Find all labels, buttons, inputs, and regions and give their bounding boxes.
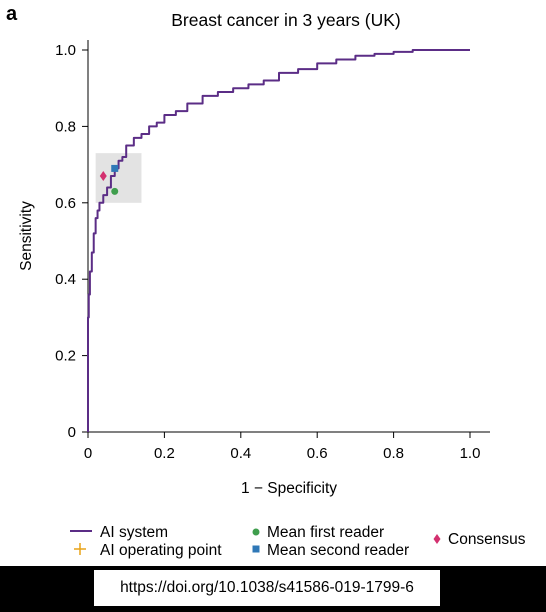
x-tick-label: 0.6 xyxy=(307,445,328,462)
legend-operating-point-label: AI operating point xyxy=(100,542,222,559)
x-tick-group: 0 0.2 0.4 0.6 0.8 1.0 xyxy=(84,432,481,462)
panel-label: a xyxy=(6,3,18,25)
y-tick-label: 0.8 xyxy=(55,118,76,135)
doi-link[interactable]: https://doi.org/10.1038/s41586-019-1799-… xyxy=(120,579,414,596)
legend-first-reader-label: Mean first reader xyxy=(267,524,384,541)
doi-box: https://doi.org/10.1038/s41586-019-1799-… xyxy=(94,570,440,607)
y-tick-label: 0.2 xyxy=(55,348,76,365)
y-tick-label: 0.4 xyxy=(55,271,76,288)
legend-consensus-label: Consensus xyxy=(448,531,526,548)
consensus-point xyxy=(99,171,107,182)
x-tick-label: 0 xyxy=(84,445,92,462)
legend-operating-point-plus-icon xyxy=(74,543,86,555)
reader-points xyxy=(99,164,119,195)
legend-ai-system-label: AI system xyxy=(100,524,168,541)
mean-second-reader-point xyxy=(111,164,119,172)
footer-bar: https://doi.org/10.1038/s41586-019-1799-… xyxy=(0,566,546,612)
x-tick-label: 0.4 xyxy=(230,445,251,462)
x-tick-label: 0.2 xyxy=(154,445,175,462)
y-tick-label: 0 xyxy=(68,424,76,441)
legend-second-reader-label: Mean second reader xyxy=(267,542,409,559)
legend-second-reader-square-icon xyxy=(252,545,260,553)
y-tick-label: 1.0 xyxy=(55,42,76,59)
y-tick-label: 0.6 xyxy=(55,195,76,212)
chart-title: Breast cancer in 3 years (UK) xyxy=(171,10,401,30)
mean-first-reader-point xyxy=(111,187,119,195)
legend: AI system AI operating point Mean first … xyxy=(70,524,526,559)
x-tick-label: 1.0 xyxy=(460,445,481,462)
ai-system-roc-curve xyxy=(87,49,470,432)
y-tick-group: 0 0.2 0.4 0.6 0.8 1.0 xyxy=(55,42,88,441)
x-axis-title: 1 − Specificity xyxy=(241,480,337,497)
y-axis-title: Sensitivity xyxy=(18,201,35,271)
legend-first-reader-circle-icon xyxy=(252,528,260,536)
x-tick-label: 0.8 xyxy=(383,445,404,462)
legend-consensus-diamond-icon xyxy=(433,534,441,544)
